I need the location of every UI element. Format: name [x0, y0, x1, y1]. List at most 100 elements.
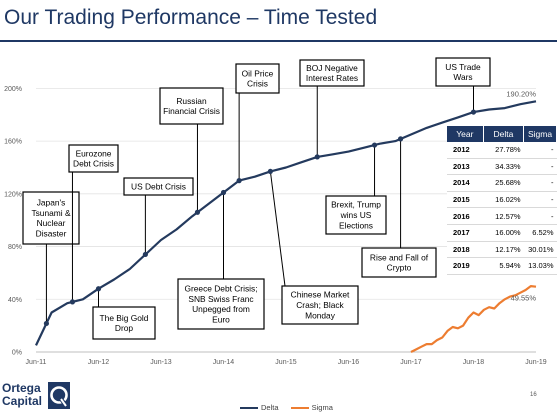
annotation-label: Nuclear — [37, 218, 66, 228]
table-row: 2015 16.02% - — [447, 191, 557, 209]
annotation-label: Crypto — [387, 263, 412, 273]
y-tick-label: 160% — [4, 139, 22, 146]
table-cell-delta: 34.33% — [483, 158, 524, 176]
annotation-label: Russian — [176, 96, 207, 106]
annotation-marker — [95, 286, 102, 292]
table-row: 2013 34.33% - — [447, 158, 557, 176]
annotation-box — [92, 306, 156, 340]
table-cell-year: 2017 — [447, 224, 484, 242]
table-cell-sigma: 6.52% — [523, 224, 557, 242]
table-row: 2017 16.00% 6.52% — [447, 224, 557, 242]
chart-legend: Delta Sigma — [240, 403, 343, 412]
table-header-delta: Delta — [483, 126, 525, 142]
table-cell-sigma: - — [523, 142, 557, 159]
sigma-end-label: 49.55% — [511, 294, 537, 303]
annotation-label: Disaster — [36, 228, 67, 238]
table-row: 2018 12.17% 30.01% — [447, 241, 557, 259]
legend-item-delta: Delta — [240, 403, 279, 412]
table-cell-sigma: - — [523, 207, 557, 225]
series-line-sigma — [410, 285, 537, 353]
table-row: 2012 27.78% - — [447, 142, 557, 159]
annotation-label: Monday — [305, 310, 336, 320]
annotation-box — [435, 57, 491, 87]
annotation-label: Debt Crisis — [73, 159, 114, 169]
x-tick-label: Jun-16 — [338, 359, 360, 366]
legend-swatch-delta — [240, 407, 258, 410]
table-cell-delta: 12.17% — [483, 241, 524, 259]
x-tick-label: Jun-12 — [88, 359, 110, 366]
y-tick-label: 0% — [12, 350, 22, 357]
annotation-label: Euro — [212, 314, 230, 324]
annotation-label: SNB Swiss Franc — [188, 294, 253, 304]
annotation-marker — [236, 178, 242, 184]
page-number: 16 — [530, 392, 537, 398]
annotation-label: US Debt Crisis — [131, 182, 186, 192]
table-cell-year: 2015 — [447, 191, 484, 209]
annotation-label: Brexit, Trump — [331, 200, 381, 210]
table-cell-sigma: - — [523, 191, 557, 209]
x-tick-label: Jun-14 — [213, 359, 235, 366]
annotation-box — [177, 278, 265, 330]
annotation-box — [159, 87, 224, 125]
annotation-box — [22, 191, 80, 245]
table-cell-year: 2012 — [447, 142, 484, 159]
table-header-sigma: Sigma — [523, 126, 557, 142]
annotation-marker — [397, 136, 404, 142]
table-cell-delta: 27.78% — [483, 142, 524, 159]
x-tick-label: Jun-13 — [150, 359, 172, 366]
annotation-box — [281, 285, 359, 325]
annotation-marker — [267, 168, 273, 175]
table-cell-year: 2016 — [447, 207, 484, 225]
legend-item-sigma: Sigma — [290, 403, 333, 412]
legend-label-sigma: Sigma — [311, 403, 333, 412]
table-cell-delta: 25.68% — [483, 174, 524, 192]
x-tick-label: Jun-18 — [463, 359, 485, 366]
annotation-label: Elections — [339, 220, 373, 230]
performance-table: Year Delta Sigma 2012 27.78% - 2013 34.33% -… — [447, 126, 557, 275]
y-tick-label: 80% — [8, 244, 22, 251]
annotation-box — [235, 63, 280, 94]
table-cell-year: 2018 — [447, 241, 484, 259]
annotation-label: Rise and Fall of — [370, 252, 429, 262]
annotation-label: Japan's — [37, 198, 66, 208]
x-tick-label: Jun-19 — [525, 359, 547, 366]
annotation-label: Oil Price — [242, 68, 274, 78]
annotation-label: Financial Crisis — [163, 106, 220, 116]
table-row: 2016 12.57% - — [447, 207, 557, 225]
y-tick-label: 200% — [4, 86, 22, 93]
table-cell-sigma: 13.03% — [523, 257, 557, 275]
table-header-year: Year — [447, 126, 484, 142]
y-tick-label: 40% — [8, 297, 22, 304]
table-cell-year: 2013 — [447, 158, 484, 176]
table-cell-delta: 5.94% — [483, 257, 524, 275]
annotation-label: Wars — [453, 72, 472, 82]
table-cell-sigma: 30.01% — [523, 241, 557, 259]
title-divider — [0, 40, 557, 42]
annotation-label: Interest Rates — [306, 73, 358, 83]
delta-end-label: 190.20% — [506, 89, 536, 98]
annotation-marker — [142, 251, 148, 258]
table-cell-year: 2019 — [447, 257, 484, 275]
annotation-marker — [43, 320, 50, 327]
annotation-marker — [220, 189, 227, 196]
logo-line-2: Capital — [2, 394, 43, 408]
annotation-label: Greece Debt Crisis; — [184, 284, 257, 294]
annotation-label: Unpegged from — [192, 304, 250, 314]
page-title: Our Trading Performance – Time Tested — [4, 6, 378, 29]
annotation-marker — [314, 154, 320, 160]
annotation-label: Eurozone — [76, 148, 112, 158]
series-line-delta — [35, 100, 537, 346]
annotation-marker — [194, 209, 201, 215]
annotation-label: Drop — [115, 323, 133, 333]
annotation-label: Crash; Black — [296, 300, 344, 310]
annotation-box — [299, 59, 365, 87]
x-tick-label: Jun-11 — [26, 359, 47, 366]
table-cell-delta: 16.00% — [483, 224, 524, 242]
annotation-marker — [69, 299, 76, 305]
annotation-label: The Big Gold — [100, 313, 149, 323]
ortega-q-logo-icon — [48, 382, 70, 409]
x-tick-label: Jun-17 — [400, 359, 422, 366]
table-header-row: Year Delta Sigma — [447, 126, 557, 142]
annotation-label: Crisis — [247, 79, 268, 89]
